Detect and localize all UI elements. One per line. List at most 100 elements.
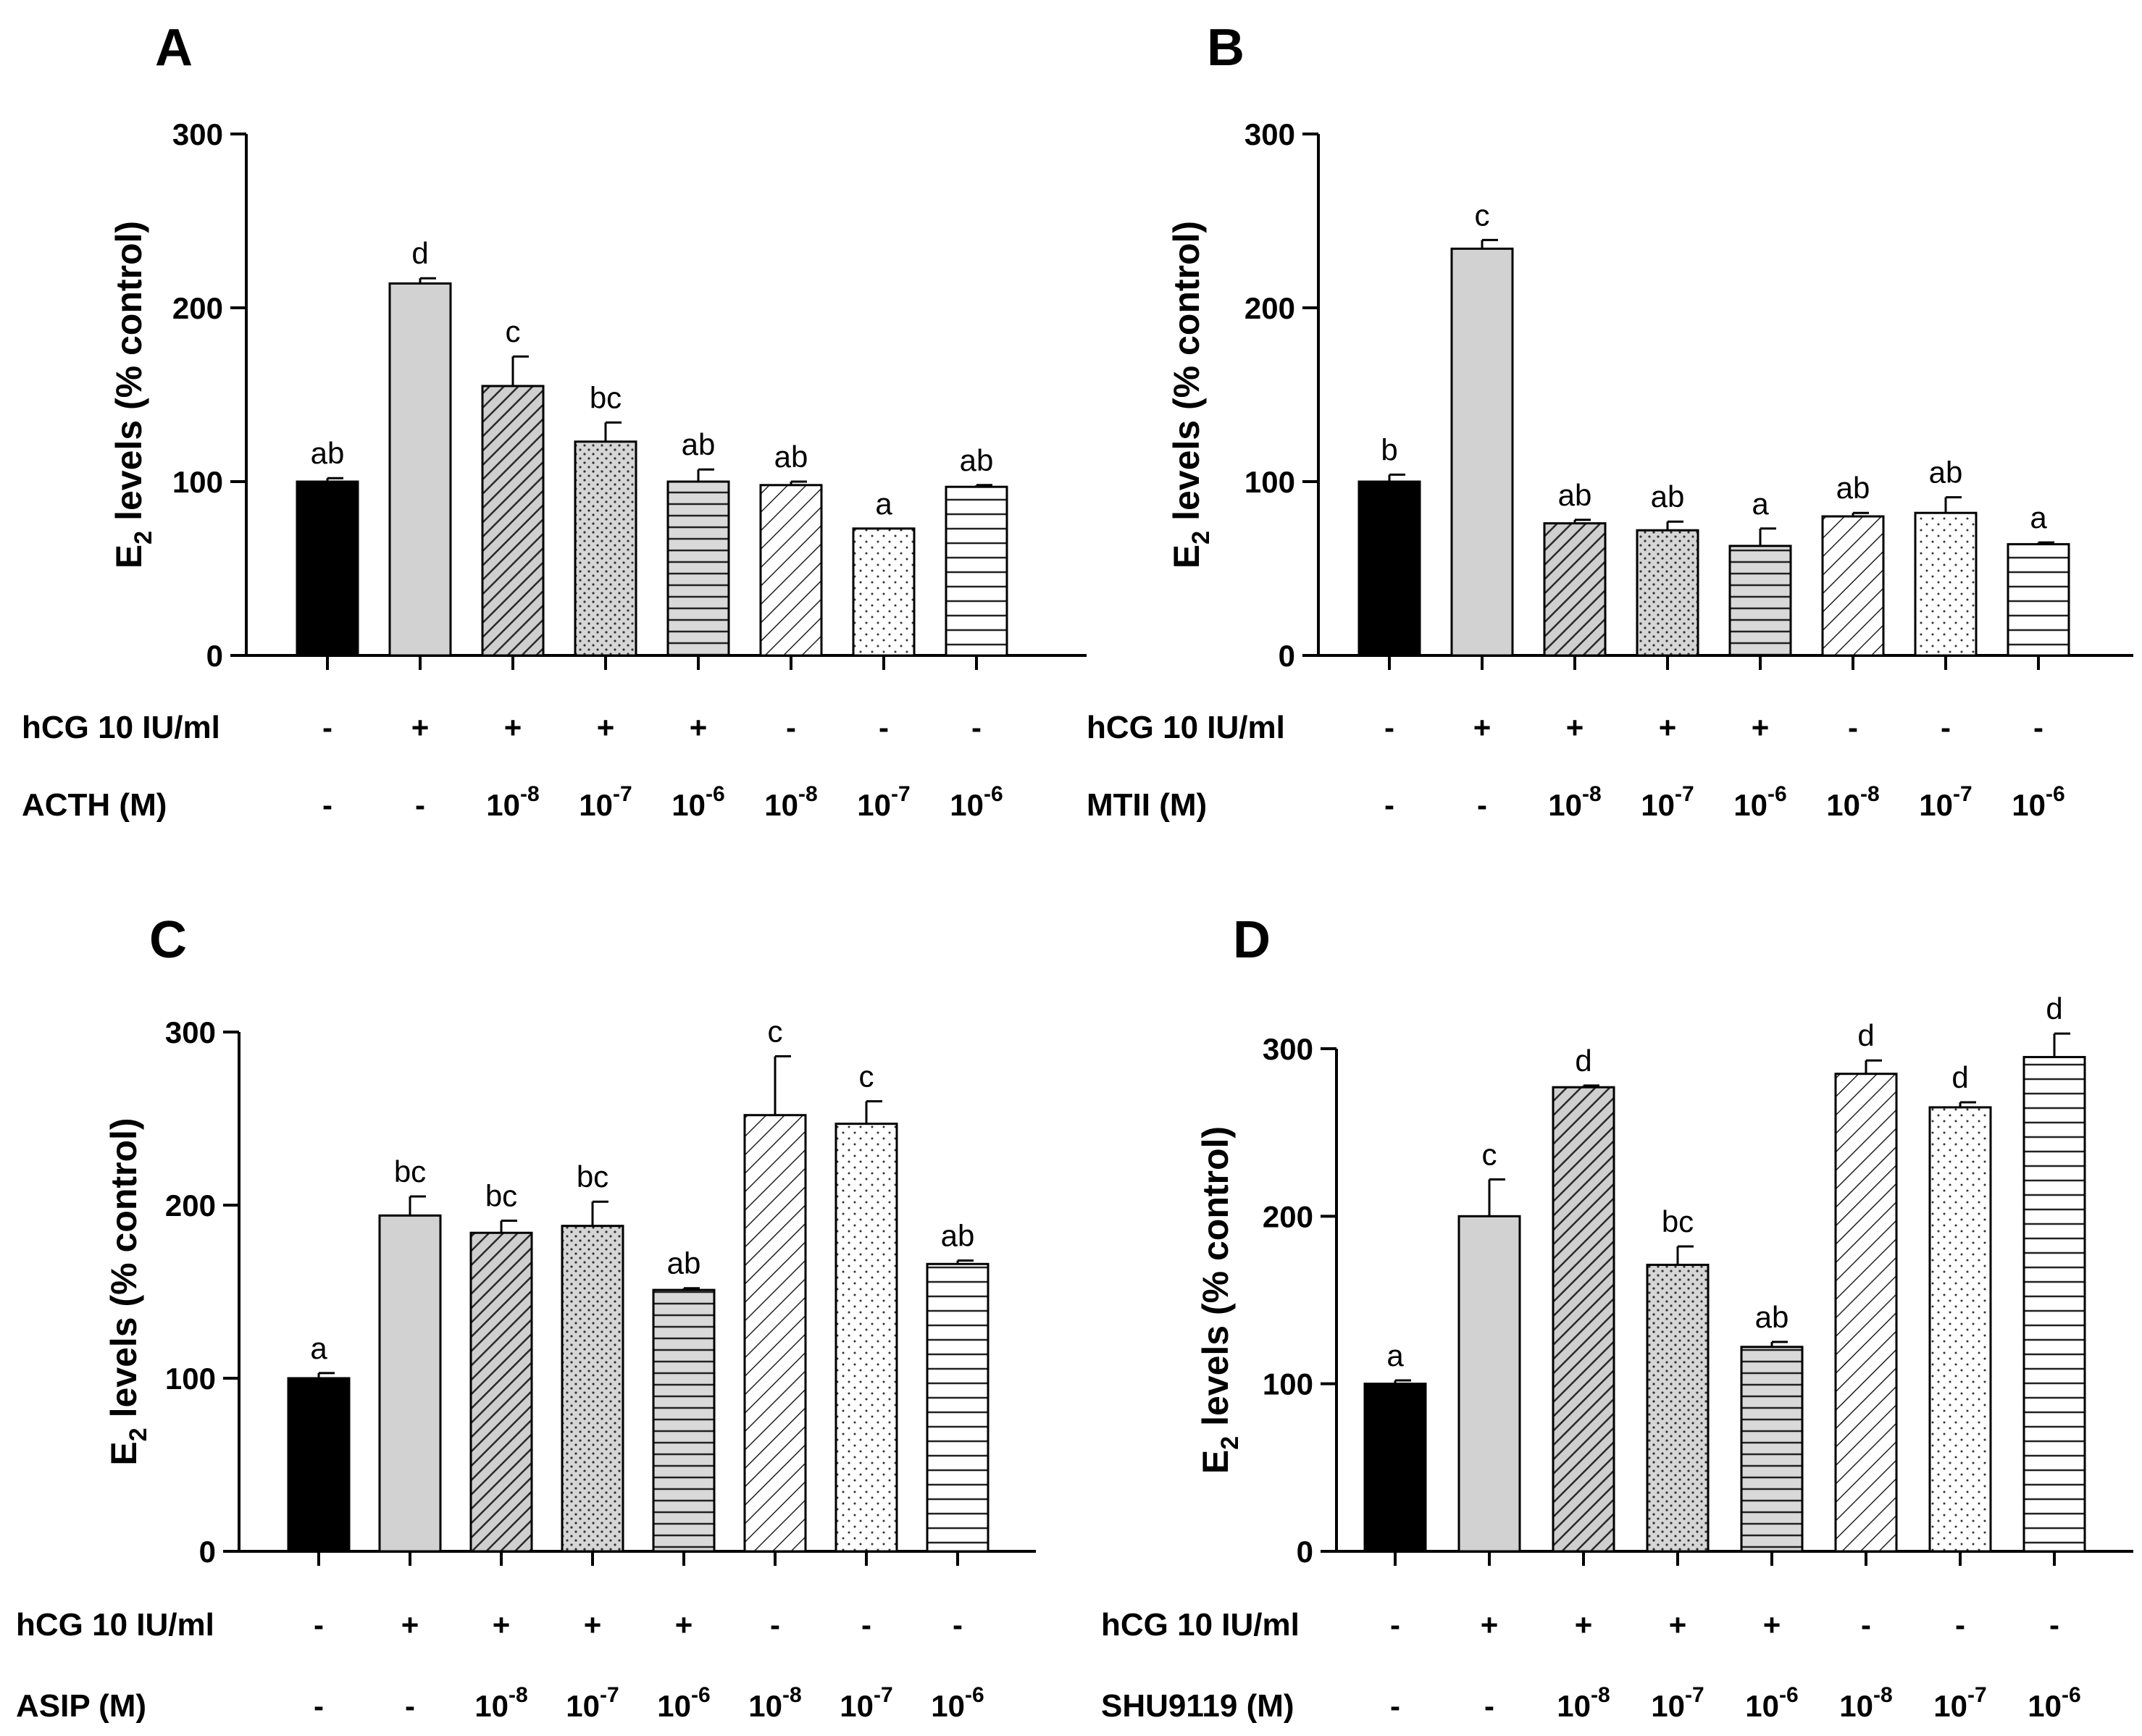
bar <box>852 527 916 657</box>
dose-base: 10 <box>950 788 984 822</box>
significance-letter: bc <box>590 380 622 414</box>
y-axis-label-rest: levels (% control) <box>104 1118 144 1427</box>
y-tick-label: 0 <box>1279 639 1295 673</box>
dose-exponent: -8 <box>520 782 540 806</box>
hcg-sign: - <box>971 710 982 745</box>
panel-letter: A <box>155 19 193 77</box>
bar <box>1450 247 1514 657</box>
bar <box>1834 1073 1898 1553</box>
dose-base: 10 <box>840 1689 874 1723</box>
hcg-sign: - <box>786 710 796 745</box>
dose-base: 10 <box>579 788 613 822</box>
dose-base: 10 <box>1933 1689 1967 1723</box>
dose-base: 10 <box>748 1689 782 1723</box>
y-tick-label: 300 <box>1244 117 1295 151</box>
bar <box>1543 522 1607 657</box>
significance-letter: c <box>1475 198 1490 232</box>
dose-label: 10-7 <box>1651 1683 1704 1723</box>
dose-base: 10 <box>1745 1689 1779 1723</box>
dose-exponent: -7 <box>1953 782 1972 806</box>
significance-letter: b <box>1381 432 1397 466</box>
y-axis-label-rest: levels (% control) <box>1166 221 1207 531</box>
bar <box>1740 1346 1804 1553</box>
dose-base: - <box>1390 1689 1400 1723</box>
dose-label: 10-6 <box>1745 1683 1798 1723</box>
y-tick-label: 200 <box>1263 1199 1313 1233</box>
dose-label: 10-8 <box>748 1683 801 1723</box>
y-tick-label: 100 <box>165 1362 216 1396</box>
y-axis-label-main: E <box>1195 1450 1236 1474</box>
dose-base: - <box>405 1689 415 1723</box>
significance-letter: a <box>310 1331 327 1365</box>
dose-exponent: -8 <box>1582 782 1602 806</box>
dose-exponent: -8 <box>1873 1683 1893 1707</box>
bar <box>1457 1215 1521 1553</box>
panel-D: D 0 100 200 300 E2 levels (% control) a - - c + - d +… <box>1101 911 2133 1724</box>
y-axis-label: E2 levels (% control) <box>1195 1126 1244 1474</box>
bar <box>287 1377 351 1553</box>
dose-label: 10-6 <box>2028 1683 2080 1723</box>
dose-label: - <box>322 788 332 822</box>
dose-label: - <box>314 1689 324 1723</box>
dose-exponent: -6 <box>2046 782 2065 806</box>
dose-base: - <box>322 788 332 822</box>
y-axis-label-subscript: 2 <box>130 531 157 545</box>
panel-C: C 0 100 200 300 E2 levels (% control) a - - bc + - b… <box>16 911 1036 1724</box>
hcg-sign: + <box>1659 710 1677 745</box>
significance-letter: ab <box>667 1246 701 1280</box>
dose-base: - <box>1477 788 1487 822</box>
dose-base: 10 <box>2028 1689 2062 1723</box>
bar <box>1636 529 1699 657</box>
panel-B: B 0 100 200 300 E2 levels (% control) b - - c + - ab… <box>1087 19 2133 823</box>
significance-letter: c <box>859 1060 874 1094</box>
hcg-row-label: hCG 10 IU/ml <box>16 1607 214 1643</box>
dose-label: 10-8 <box>1548 782 1601 822</box>
hcg-sign: + <box>1566 710 1584 745</box>
hcg-sign: + <box>1473 710 1492 745</box>
significance-letter: bc <box>394 1154 426 1188</box>
significance-letter: d <box>1857 1018 1874 1052</box>
hcg-sign: + <box>1752 710 1770 745</box>
dose-base: 10 <box>2012 788 2046 822</box>
dose-label: 10-7 <box>1933 1683 1986 1723</box>
dose-exponent: -8 <box>1860 782 1880 806</box>
significance-letter: a <box>875 487 892 521</box>
dose-base: - <box>314 1689 324 1723</box>
bar <box>1552 1086 1615 1553</box>
dose-exponent: -7 <box>891 782 911 806</box>
dose-base: 10 <box>1733 788 1767 822</box>
hcg-sign: + <box>1481 1608 1499 1642</box>
y-axis-label-main: E <box>109 545 149 569</box>
bar <box>834 1123 898 1553</box>
significance-letter: bc <box>1662 1204 1694 1238</box>
dose-label: 10-8 <box>764 782 817 822</box>
y-axis-label: E2 levels (% control) <box>109 221 157 569</box>
dose-label: 10-6 <box>672 782 724 822</box>
dose-label: - <box>1390 1689 1400 1723</box>
y-tick-label: 200 <box>1244 291 1295 325</box>
hcg-sign: + <box>597 710 615 745</box>
y-tick-label: 200 <box>172 291 223 325</box>
hcg-sign: + <box>401 1608 419 1642</box>
significance-letter: ab <box>1651 479 1685 513</box>
hcg-sign: - <box>1848 710 1858 745</box>
dose-base: 10 <box>857 788 891 822</box>
significance-letter: c <box>768 1014 783 1048</box>
dose-base: 10 <box>486 788 520 822</box>
dose-exponent: -8 <box>509 1683 528 1707</box>
y-axis-label-rest: levels (% control) <box>109 221 149 531</box>
bar <box>2022 1056 2086 1553</box>
y-tick-label: 200 <box>165 1188 216 1223</box>
bar <box>2007 542 2070 657</box>
significance-letter: ab <box>960 443 994 477</box>
dose-exponent: -6 <box>691 1683 711 1707</box>
dose-label: 10-8 <box>486 782 539 822</box>
dose-label: 10-7 <box>1641 782 1694 822</box>
dose-base: 10 <box>1919 788 1953 822</box>
dose-base: 10 <box>672 788 706 822</box>
hcg-sign: - <box>1390 1608 1400 1642</box>
dose-exponent: -6 <box>2062 1683 2081 1707</box>
dose-base: - <box>1484 1689 1494 1723</box>
significance-letter: ab <box>774 440 808 474</box>
